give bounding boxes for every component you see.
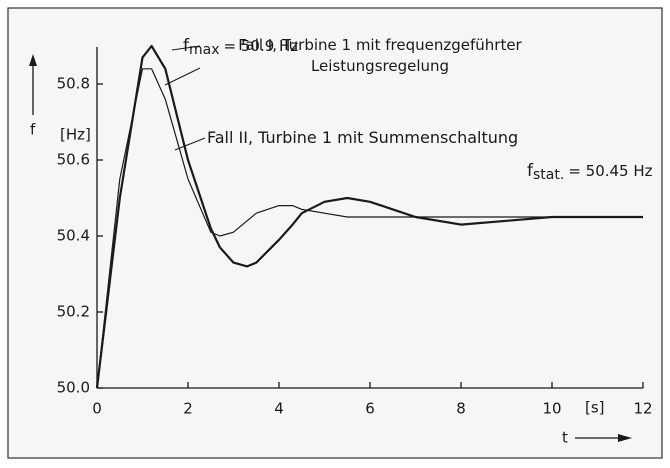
leader [171, 45, 201, 51]
y-arrow-head [29, 54, 37, 66]
x-tick-label: 4 [274, 400, 284, 418]
y-label: f [30, 121, 36, 139]
annotation-text: = 50.9 Hz [224, 37, 299, 55]
annotation-symbol: f [183, 36, 190, 56]
annotation: fstat. = 50.45 Hz [527, 161, 653, 183]
x-tick-label: 6 [365, 400, 375, 418]
x-tick-label: 10 [542, 400, 561, 418]
x-tick-label: 8 [456, 400, 466, 418]
leader [174, 137, 206, 151]
x-tick-label: 2 [183, 400, 193, 418]
series-label: Fall II, Turbine 1 mit Summenschaltung [207, 128, 519, 147]
y-tick-label: 50.8 [57, 75, 90, 93]
y-tick-label: 50.0 [57, 379, 90, 397]
leader [164, 67, 201, 86]
line-series [96, 68, 643, 389]
frame [7, 7, 663, 459]
annotation-symbol: f [527, 161, 534, 181]
y-unit: [Hz] [60, 126, 91, 144]
y-tick-label: 50.4 [57, 227, 90, 245]
annotation-subscript: stat. [533, 167, 564, 183]
x-unit: [s] [585, 399, 605, 417]
y-tick-label: 50.6 [57, 151, 90, 169]
x-tick-label: 12 [633, 400, 652, 418]
x-arrow-head [618, 434, 632, 442]
series-label: Fall I, Turbine 1 mit frequenzgeführter … [238, 36, 522, 75]
x-label: t [562, 429, 568, 447]
y-tick-label: 50.2 [57, 303, 90, 321]
line-series [95, 44, 643, 389]
annotation-text: = 50.45 Hz [568, 162, 652, 180]
annotation: fmax = 50.9 Hz [183, 36, 298, 58]
x-tick-label: 0 [92, 400, 102, 418]
